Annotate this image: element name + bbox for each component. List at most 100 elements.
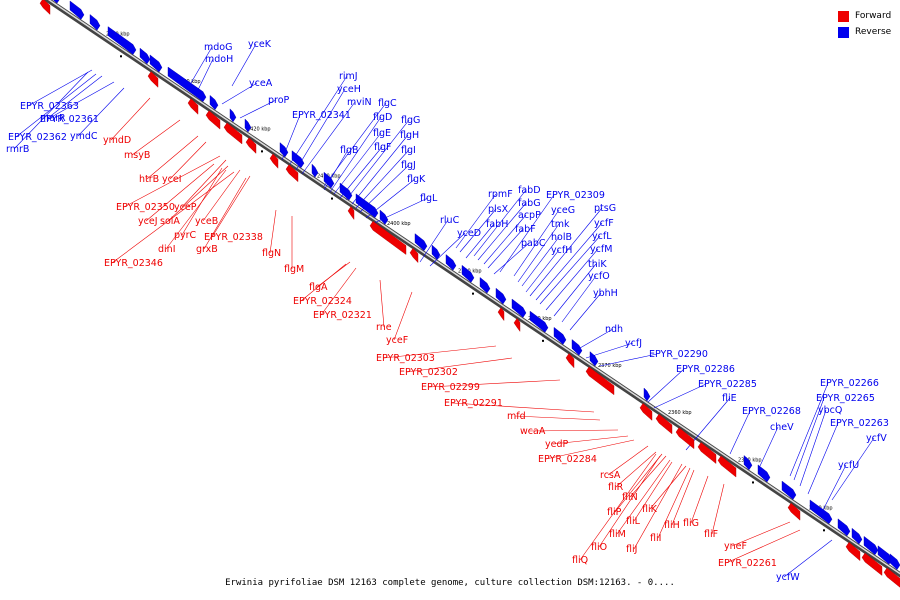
leader-line: [181, 159, 227, 208]
forward-gene-label: rcsA: [600, 470, 621, 481]
leader-line: [831, 437, 875, 501]
leader-line: [269, 209, 277, 254]
leader-line: [165, 169, 227, 250]
leader-line: [521, 236, 560, 287]
forward-gene-arrow: [787, 502, 801, 521]
tick-mark: [752, 481, 754, 484]
leader-line: [539, 235, 601, 305]
forward-gene-arrow: [861, 552, 883, 576]
leader-line: [552, 435, 629, 445]
reverse-gene-label: flgK: [407, 174, 426, 185]
reverse-gene-label: ycfV: [866, 433, 887, 444]
leader-line: [545, 248, 599, 311]
leader-line: [429, 232, 466, 267]
forward-gene-arrow: [675, 427, 695, 450]
reverse-gene-label: pabC: [521, 238, 546, 249]
forward-gene-label: solA: [160, 216, 180, 227]
reverse-gene-label: thiK: [588, 259, 607, 270]
leader-line: [598, 455, 661, 548]
reverse-gene-arrow: [643, 387, 651, 402]
label-leader-lines: [13, 43, 875, 578]
leader-line: [329, 116, 382, 193]
kbp-tick-label: 2370 kbp: [598, 363, 622, 369]
tick-mark: [261, 150, 263, 153]
forward-gene-label: fliF: [704, 529, 718, 540]
forward-gene-label: yceI: [162, 174, 182, 185]
reverse-gene-label: fabF: [515, 224, 536, 235]
forward-gene-arrow: [697, 442, 717, 464]
leader-line: [561, 275, 597, 323]
forward-gene-arrow: [223, 122, 243, 145]
forward-gene-label: yneF: [724, 541, 747, 552]
forward-gene-arrow: [187, 98, 199, 115]
reverse-gene-label: EPYR_02263: [830, 418, 889, 429]
leader-line: [428, 379, 561, 388]
reverse-gene-label: ndh: [605, 324, 623, 335]
forward-gene-label: msyB: [124, 150, 150, 161]
forward-gene-arrow: [513, 318, 521, 333]
leader-line: [451, 402, 595, 413]
reverse-gene-label: ycfO: [588, 271, 610, 282]
reverse-gene-arrow: [553, 326, 567, 345]
tick-mark: [331, 197, 333, 200]
reverse-gene-arrow: [69, 0, 85, 20]
leader-line: [320, 267, 357, 316]
kbp-tick-label: 2420 kbp: [247, 126, 271, 132]
legend: Forward Reverse: [838, 8, 891, 40]
reverse-gene-arrow: [279, 142, 289, 158]
kbp-tick-label: 2360 kbp: [668, 410, 692, 416]
reverse-gene-arrow: [511, 298, 527, 318]
leader-line: [633, 461, 673, 522]
leader-line: [545, 439, 635, 460]
reverse-gene-arrow: [461, 264, 475, 283]
reverse-gene-arrow: [445, 254, 457, 271]
reverse-gene-arrow: [863, 535, 879, 556]
kbp-tick-label: 2400 kbp: [387, 221, 411, 227]
forward-gene-arrow: [639, 403, 653, 421]
leader-line: [211, 175, 251, 238]
leader-line: [383, 345, 497, 359]
leader-line: [731, 521, 791, 547]
reverse-gene-label: ybcQ: [818, 405, 842, 416]
leader-line: [379, 279, 385, 328]
reverse-gene-arrow: [229, 108, 237, 123]
forward-gene-label: htrB: [139, 174, 159, 185]
reverse-gene-label: proP: [268, 95, 290, 106]
leader-line: [419, 219, 449, 263]
forward-gene-label: wcaA: [520, 426, 546, 437]
leader-line: [529, 207, 603, 297]
leader-line: [807, 422, 839, 495]
forward-gene-label: flgN: [262, 248, 281, 259]
tick-mark: [823, 529, 825, 532]
leader-line: [799, 409, 827, 487]
reverse-gene-label: ycfF: [594, 218, 614, 229]
reverse-gene-label: flgH: [400, 130, 419, 141]
forward-gene-arrow: [39, 0, 51, 15]
reverse-gene-label: yceK: [248, 39, 272, 50]
forward-gene-label: EPYR_02284: [538, 454, 597, 465]
leader-line: [13, 71, 89, 150]
leader-line: [239, 99, 277, 119]
reverse-gene-arrow: [889, 553, 900, 570]
leader-line: [27, 69, 93, 107]
leader-line: [653, 383, 707, 409]
forward-gene-arrow: [585, 366, 615, 396]
reverse-gene-label: ycfL: [592, 231, 612, 242]
leader-line: [473, 189, 527, 257]
leader-line: [345, 119, 410, 201]
kbp-tick-label: 2350 kbp: [738, 457, 762, 463]
reverse-gene-arrow: [851, 527, 863, 545]
forward-gene-label: EPYR_02338: [204, 232, 263, 243]
leader-line: [301, 101, 356, 175]
reverse-gene-label: EPYR_02362: [8, 132, 67, 143]
forward-gene-label: mfd: [507, 411, 526, 422]
forward-gene-label: yceP: [174, 202, 197, 213]
reverse-gene-label: rluC: [440, 215, 460, 226]
reverse-gene-label: yceH: [337, 84, 361, 95]
reverse-gene-arrow: [431, 244, 441, 260]
forward-gene-label: fliJ: [626, 544, 637, 555]
legend-item-forward: Forward: [838, 8, 891, 24]
reverse-gene-arrow: [757, 464, 771, 483]
reverse-gene-arrow: [809, 499, 833, 525]
